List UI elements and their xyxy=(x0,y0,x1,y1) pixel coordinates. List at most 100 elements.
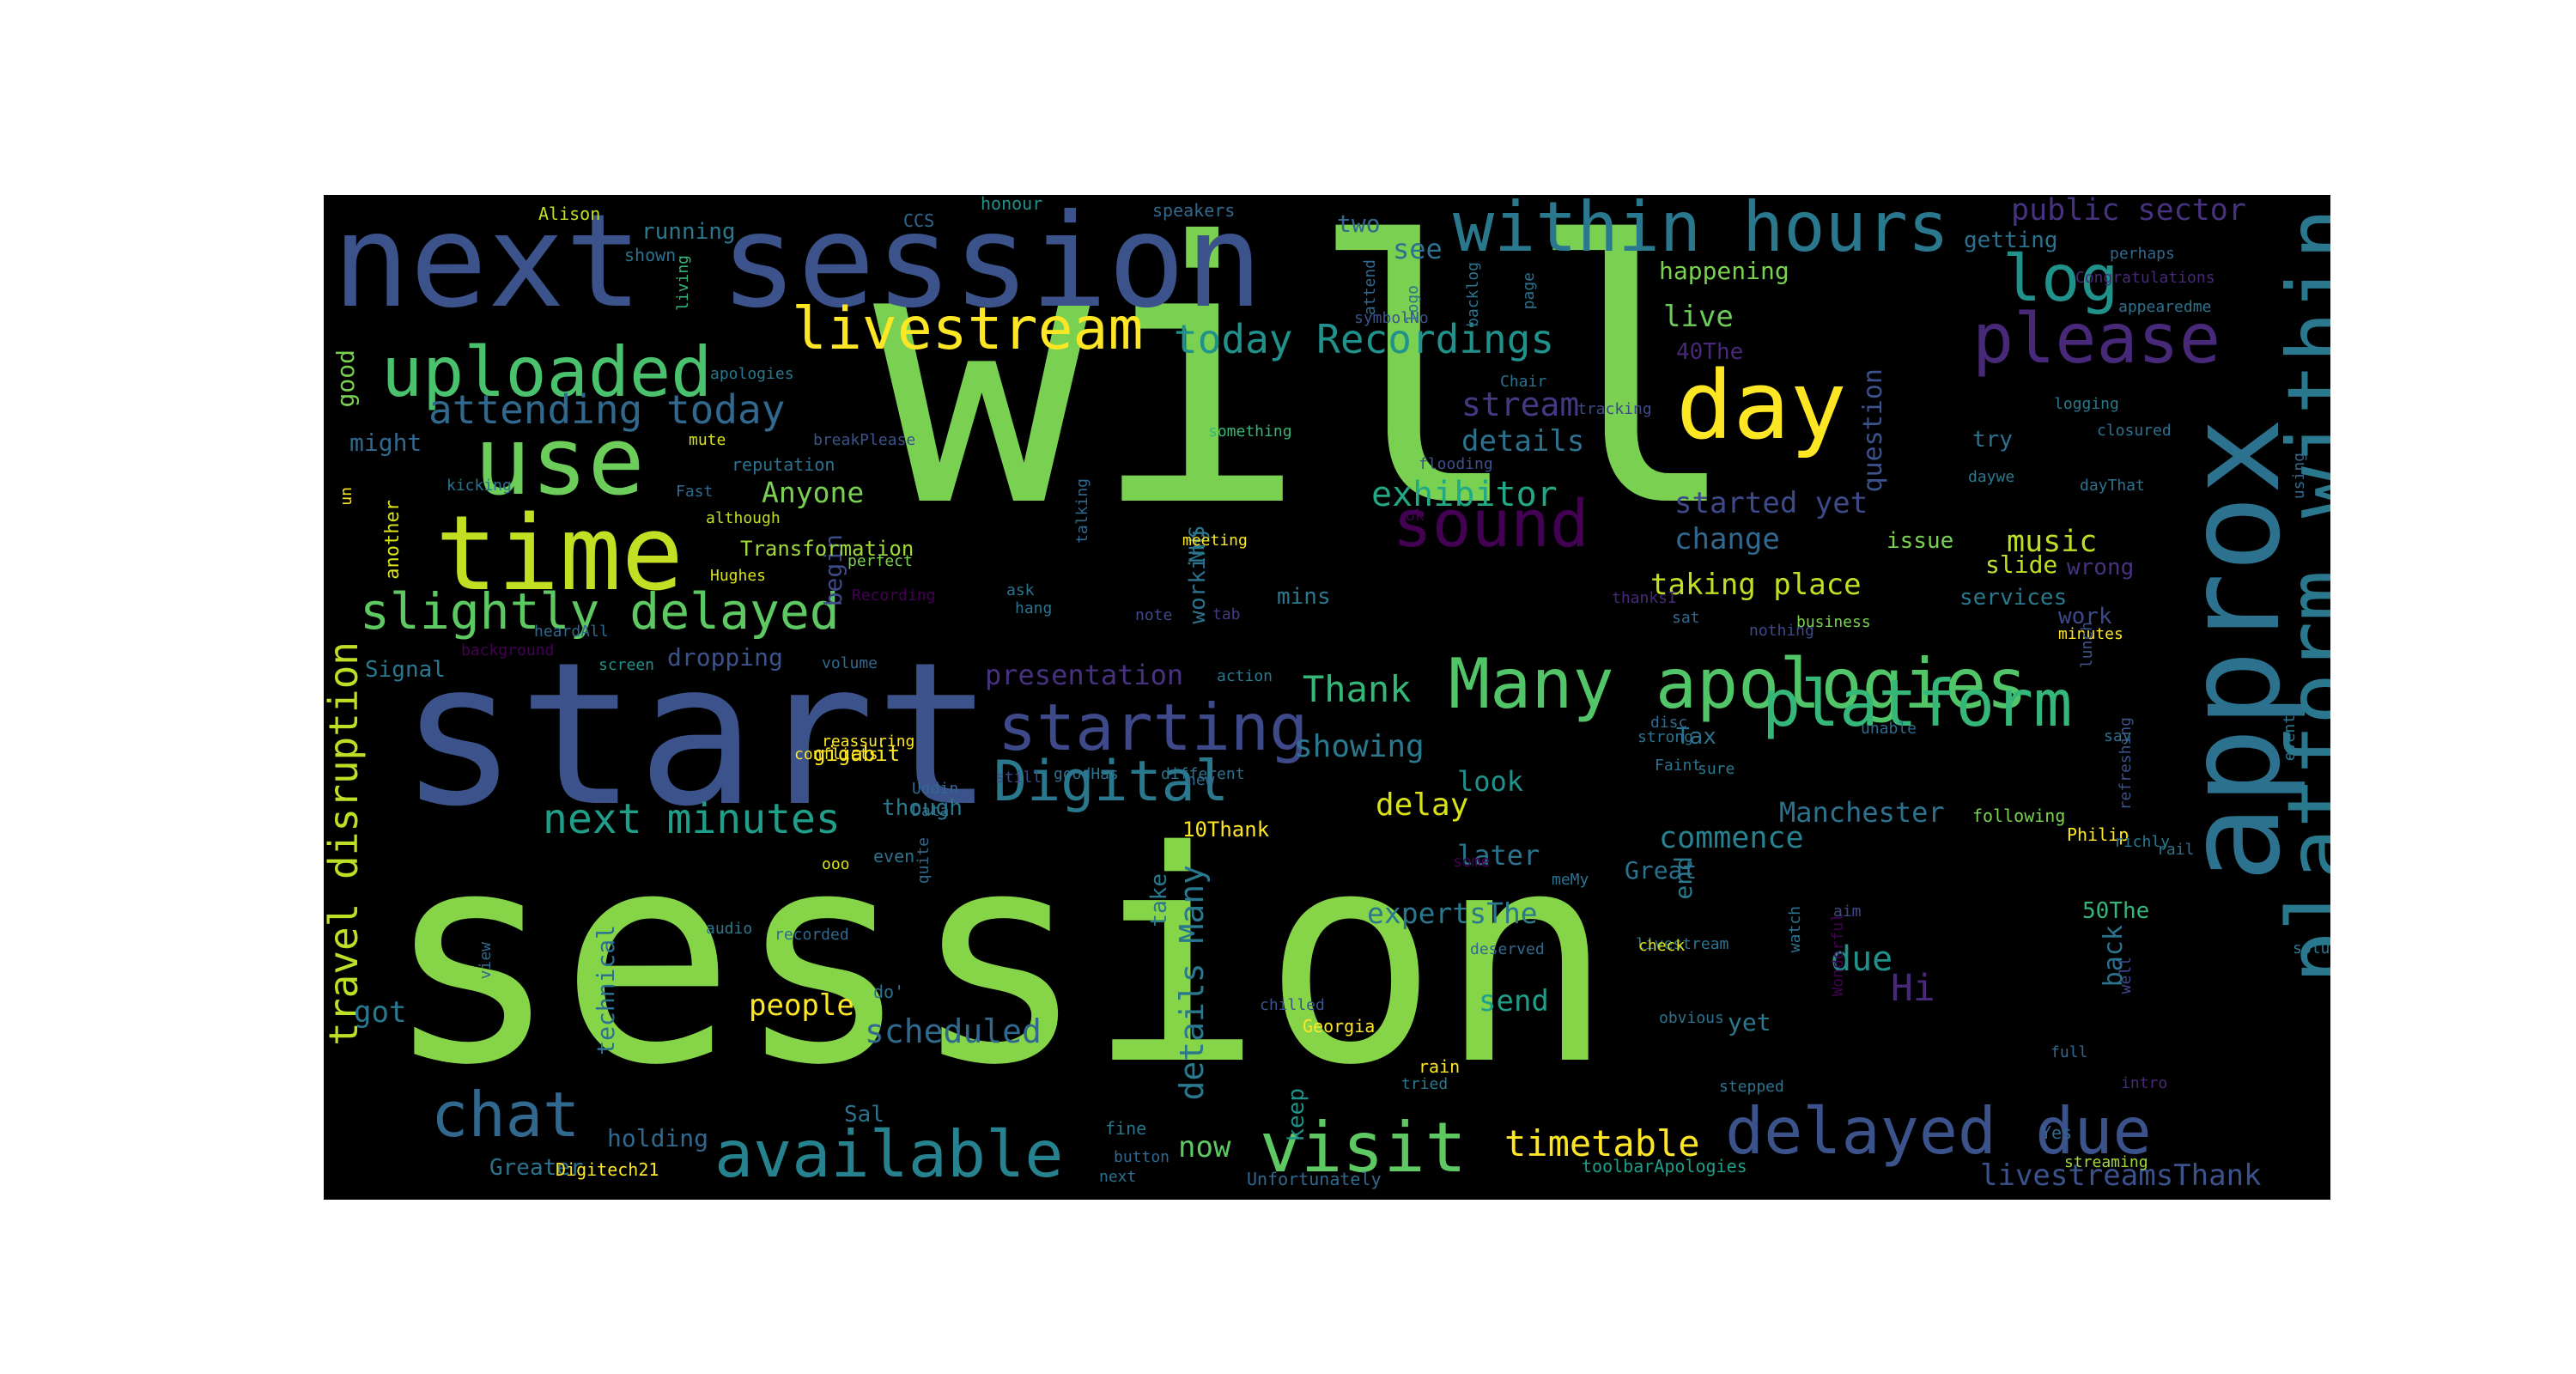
cloud-word-alison: Alison xyxy=(538,204,601,224)
cloud-word-later: later xyxy=(1457,839,1540,872)
cloud-word-ask: ask xyxy=(1006,581,1035,599)
cloud-word-transformation: Transformation xyxy=(740,537,914,561)
cloud-word-thanksi: thanksI xyxy=(1612,589,1677,607)
cloud-word-try: try xyxy=(1972,427,2013,453)
cloud-word-screen: screen xyxy=(598,656,655,674)
cloud-word-ooo: ooo xyxy=(822,855,850,873)
cloud-word-audio: audio xyxy=(706,920,753,938)
cloud-word-great: Great xyxy=(1625,856,1698,885)
cloud-word-volume: volume xyxy=(822,654,878,672)
cloud-word-dropping: dropping xyxy=(667,643,783,672)
cloud-word-today-recordings: today Recordings xyxy=(1174,316,1555,362)
cloud-word-technical: technical xyxy=(592,925,620,1055)
cloud-word-might: might xyxy=(349,429,422,457)
cloud-word-intro: intro xyxy=(2121,1074,2168,1092)
cloud-word-meeting: meeting xyxy=(1182,532,1248,550)
cloud-word-anyone: Anyone xyxy=(762,476,865,509)
cloud-word-issue: issue xyxy=(1886,528,1954,554)
cloud-word-got: got xyxy=(354,995,407,1030)
cloud-word-wonderful: Wonderful xyxy=(1829,913,1847,997)
cloud-word-music: music xyxy=(2007,525,2098,559)
cloud-word-take: take xyxy=(1146,873,1172,927)
cloud-word-stepped: stepped xyxy=(1719,1078,1784,1096)
cloud-word-say: say xyxy=(2104,727,2132,745)
cloud-word-will: will xyxy=(873,195,1742,587)
cloud-word-slightly-delayed: slightly delayed xyxy=(360,582,840,641)
cloud-word-see: see xyxy=(1393,233,1443,265)
cloud-word-send: send xyxy=(1479,984,1549,1018)
cloud-word-work: work xyxy=(2058,604,2112,629)
cloud-word-log: log xyxy=(2002,240,2119,316)
cloud-word-uddin: Uddin xyxy=(912,780,959,798)
cloud-word-honour: honour xyxy=(981,195,1043,214)
cloud-word-please: please xyxy=(1972,299,2221,379)
cloud-word-hi: Hi xyxy=(1891,967,1935,1010)
cloud-word-unfortunately: Unfortunately xyxy=(1247,1169,1382,1189)
cloud-word-check: check xyxy=(1638,937,1686,955)
cloud-word-keep: keep xyxy=(1284,1088,1309,1142)
cloud-word-now: now xyxy=(1178,1130,1231,1164)
cloud-word-chilled: chilled xyxy=(1260,996,1325,1014)
cloud-word-good: good xyxy=(331,350,360,408)
cloud-word-symbolno: symbolNo xyxy=(1354,309,1429,327)
cloud-word-closured: closured xyxy=(2097,422,2172,440)
cloud-word-sure: sure xyxy=(1698,760,1735,778)
cloud-word-attending-today: attending today xyxy=(428,386,786,433)
cloud-word-exhibitor: exhibitor xyxy=(1371,475,1558,514)
cloud-word-breakplease: breakPlease xyxy=(813,431,916,449)
cloud-word-action: action xyxy=(1217,667,1273,685)
cloud-word-do: do' xyxy=(873,982,905,1002)
cloud-word-background: background xyxy=(461,641,555,660)
cloud-word-thank: Thank xyxy=(1303,668,1412,710)
cloud-word-strong: strong xyxy=(1637,728,1694,746)
cloud-word-public-sector: public sector xyxy=(2011,195,2246,228)
cloud-word-reassuring: reassuring xyxy=(822,733,915,751)
cloud-word-quite: quite xyxy=(914,837,933,885)
cloud-word-backlog: backlog xyxy=(1464,262,1482,327)
cloud-word-look: look xyxy=(1457,765,1524,798)
cloud-word-disc: disc xyxy=(1650,714,1688,732)
cloud-word-business: business xyxy=(1796,613,1871,631)
cloud-word-fast: Fast xyxy=(676,483,714,501)
cloud-word-living: living xyxy=(674,255,692,312)
cloud-word-following: following xyxy=(1972,806,2066,826)
cloud-word-logo: logo xyxy=(1404,285,1422,323)
cloud-word-daythat: dayThat xyxy=(2080,477,2145,495)
cloud-word-logging: logging xyxy=(2054,395,2119,413)
cloud-word-shown: shown xyxy=(624,245,677,265)
cloud-word-event: event xyxy=(2281,714,2299,762)
cloud-word-ccs: CCS xyxy=(903,210,935,231)
cloud-word-platform-within: platform within xyxy=(2269,208,2330,984)
cloud-word-delayed-due: delayed due xyxy=(1725,1093,2152,1169)
cloud-word-people: people xyxy=(749,988,854,1023)
cloud-word-attend: attend xyxy=(1361,259,1379,316)
cloud-word-data: Data xyxy=(912,802,950,820)
cloud-word-fine: fine xyxy=(1105,1118,1147,1139)
cloud-word-reputation: reputation xyxy=(732,454,835,475)
cloud-word-view: view xyxy=(477,942,495,980)
cloud-word-timetable: timetable xyxy=(1504,1122,1700,1164)
cloud-word-still: still xyxy=(995,769,1042,787)
cloud-word-50the: 50The xyxy=(2082,898,2150,924)
cloud-word-talking: talking xyxy=(1073,478,1091,544)
cloud-word-recording: Recording xyxy=(852,587,936,605)
cloud-word-even: even xyxy=(873,846,915,866)
cloud-word-memy: meMy xyxy=(1552,871,1589,889)
cloud-word-mute: mute xyxy=(689,431,726,449)
cloud-word-perhaps: perhaps xyxy=(2110,245,2175,263)
cloud-word-services: services xyxy=(1959,585,2068,611)
cloud-word-richly: richly xyxy=(2114,833,2171,851)
cloud-word-different: different xyxy=(1161,765,1245,783)
cloud-word-perfect: perfect xyxy=(848,552,913,570)
cloud-word-rail: rail xyxy=(2157,841,2195,859)
cloud-word-next-minutes: next minutes xyxy=(543,795,841,843)
cloud-word-using: using xyxy=(2290,453,2308,500)
cloud-word-greater: Greater xyxy=(489,1155,584,1181)
cloud-word-deserved: deserved xyxy=(1470,940,1545,958)
cloud-word-full: full xyxy=(2050,1043,2088,1061)
cloud-word-recorded: recorded xyxy=(775,926,849,944)
cloud-word-faint: Faint xyxy=(1655,757,1702,775)
cloud-word-note: note xyxy=(1135,606,1173,624)
cloud-word-taking-place: taking place xyxy=(1650,568,1862,602)
cloud-word-yet: yet xyxy=(1728,1008,1771,1037)
